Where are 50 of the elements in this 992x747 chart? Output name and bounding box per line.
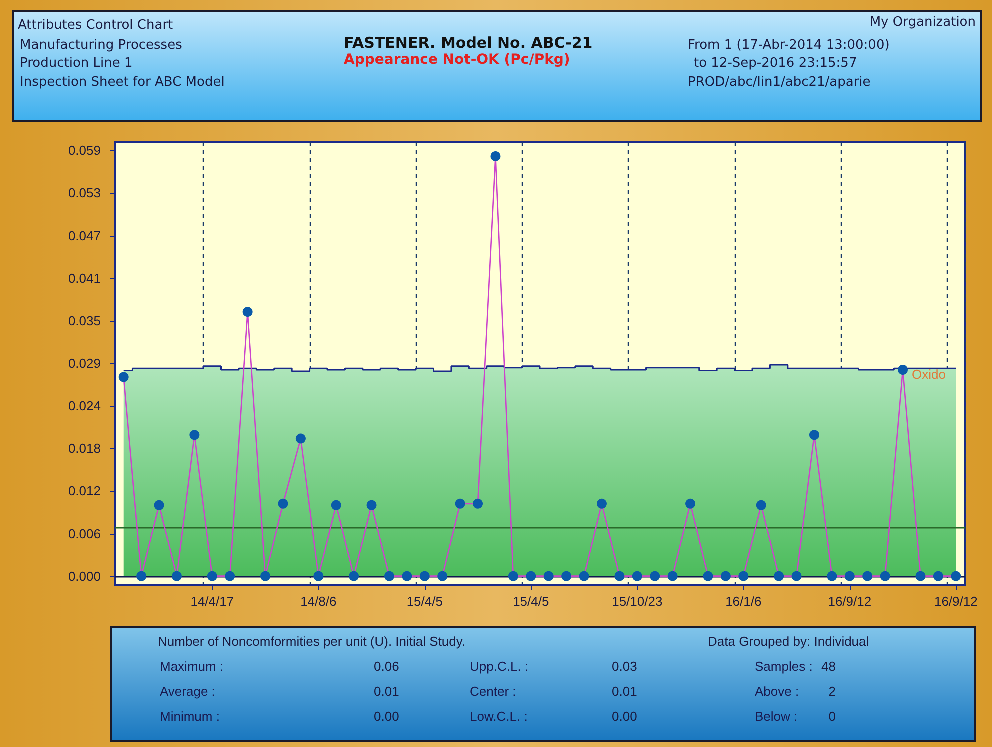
y-tick-label: 0.018 [68, 441, 101, 456]
text: Low.C.L. : [470, 709, 528, 724]
y-tick-label: 0.000 [68, 568, 101, 584]
text: 48 [822, 659, 836, 674]
text: 0.00 [374, 709, 400, 724]
text: Above : [755, 684, 800, 699]
x-tick-label: 16/9/12 [828, 594, 872, 609]
text: Samples : [755, 659, 813, 674]
x-tick-label: 15/4/5 [406, 594, 443, 609]
text: Production Line 1 [20, 56, 133, 71]
text: From 1 (17-Abr-2014 13:00:00) [688, 38, 890, 53]
y-tick-label: 0.006 [68, 526, 101, 542]
text: Data Grouped by: Individual [708, 634, 870, 649]
text: Minimum : [160, 709, 220, 724]
text: 2 [828, 684, 836, 699]
text: Average : [160, 684, 216, 699]
text: 0 [828, 709, 836, 724]
text: Manufacturing Processes [20, 38, 182, 53]
chart-title: FASTENER. Model No. ABC-21 [344, 34, 593, 52]
y-tick-label: 0.059 [68, 143, 101, 158]
y-tick-label: 0.024 [68, 398, 101, 414]
y-tick-label: 0.012 [68, 484, 101, 499]
y-tick-label: 0.029 [68, 356, 101, 371]
text: My Organization [870, 15, 976, 30]
text: Attributes Control Chart [18, 18, 174, 33]
text: 0.01 [612, 684, 638, 699]
text: Below : [755, 709, 798, 724]
x-tick-label: 15/4/5 [513, 594, 550, 609]
chart-subtitle: Appearance Not-OK (Pc/Pkg) [344, 52, 570, 68]
y-tick-label: 0.047 [68, 228, 101, 244]
x-tick-label: 15/10/23 [612, 594, 663, 609]
text: Upp.C.L. : [470, 659, 529, 674]
y-tick-label: 0.035 [68, 313, 101, 328]
x-tick-label: 16/1/6 [726, 594, 762, 609]
x-tick-label: 14/8/6 [300, 594, 337, 609]
y-tick-label: 0.041 [68, 270, 101, 286]
y-tick-label: 0.053 [68, 186, 101, 201]
x-tick-label: 16/9/12 [934, 594, 978, 609]
text: Maximum : [160, 659, 224, 674]
text: to 12-Sep-2016 23:15:57 [694, 56, 858, 71]
text: 0.03 [612, 659, 638, 674]
text: 0.01 [374, 684, 400, 699]
x-tick-label: 14/4/17 [190, 594, 234, 609]
text: Center : [470, 684, 516, 699]
text: Inspection Sheet for ABC Model [20, 75, 225, 90]
annotation: Oxido [912, 367, 946, 382]
text: PROD/abc/lin1/abc21/aparie [688, 75, 871, 90]
text: 0.06 [374, 659, 400, 674]
text: 0.00 [612, 709, 638, 724]
text: Number of Noncomformities per unit (U). Initial Study. [158, 634, 466, 649]
